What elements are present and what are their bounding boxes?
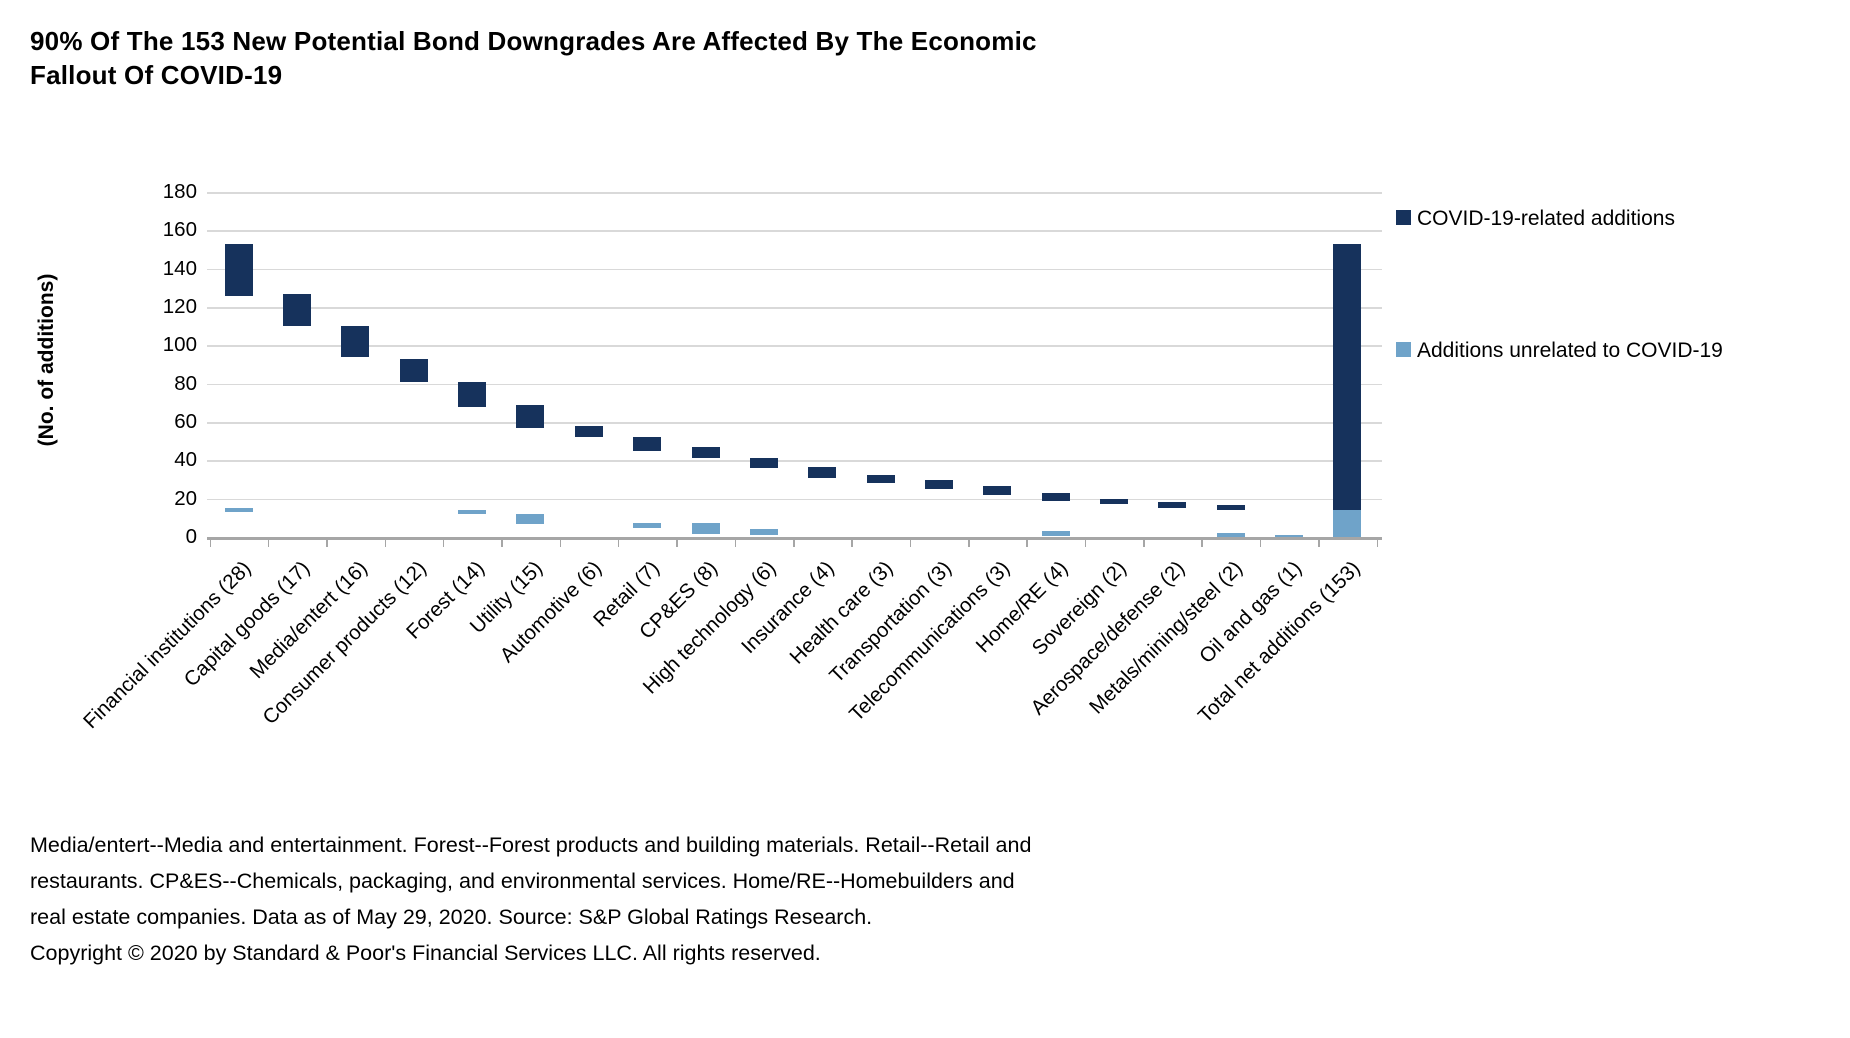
x-axis-category-label: Oil and gas (1) (1194, 556, 1306, 668)
copyright-line: Copyright © 2020 by Standard & Poor's Fi… (30, 941, 821, 965)
bar-covid-segment (691, 446, 720, 459)
x-axis-tickmark (1259, 539, 1262, 547)
bar-covid-segment (458, 381, 487, 407)
x-axis-tickmark (793, 539, 795, 547)
x-axis-tickmark (326, 539, 328, 547)
bar-unrelated-segment (633, 522, 662, 529)
x-axis-tickmark (734, 539, 737, 547)
bar-covid-segment (749, 458, 778, 468)
gridline-y-160 (207, 230, 1382, 232)
gridline-y-40 (207, 460, 1382, 462)
x-axis-tickmark (968, 539, 970, 547)
unrelated-series-swatch-icon (1396, 342, 1411, 357)
gridline-y-80 (207, 383, 1382, 386)
bar-covid-segment (516, 404, 545, 428)
x-axis-tickmark (384, 539, 387, 547)
gridline-y-100 (207, 345, 1382, 347)
x-axis-tickmark (1026, 539, 1028, 547)
bar-covid-segment (1158, 501, 1187, 509)
footnote-line-3: real estate companies. Data as of May 29… (30, 905, 873, 929)
gridline-y-120 (207, 307, 1382, 309)
bar-covid-segment (866, 474, 895, 484)
bar-covid-segment (1099, 498, 1128, 505)
bar-covid-segment (399, 358, 428, 382)
bar-covid-segment (224, 243, 253, 296)
x-axis-tickmark (1084, 539, 1087, 547)
y-axis-tick-label: 100 (162, 333, 197, 357)
y-axis-tick-label: 40 (174, 448, 197, 472)
bar-covid-segment (283, 293, 312, 327)
bar-covid-segment (808, 467, 837, 478)
x-axis-tickmark (559, 539, 562, 547)
x-axis-tickmark (851, 539, 853, 547)
x-axis-tickmark (617, 539, 620, 547)
y-axis-tick-label: 20 (174, 486, 197, 510)
legend-label-covid: COVID-19-related additions (1417, 207, 1675, 230)
bar-unrelated-segment (458, 510, 487, 514)
bar-covid-segment (983, 486, 1012, 495)
y-axis-tick-label: 60 (174, 410, 197, 433)
bar-unrelated-segment (1041, 531, 1070, 537)
legend-item-unrelated: Additions unrelated to COVID-19 (1396, 337, 1741, 364)
bar-covid-segment (1041, 492, 1070, 501)
legend-item-covid: COVID-19-related additions (1396, 205, 1741, 232)
y-axis-tick-label: 0 (185, 525, 197, 548)
bar-unrelated-segment (691, 522, 720, 535)
bar-unrelated-segment (1216, 533, 1245, 537)
legend-label-unrelated: Additions unrelated to COVID-19 (1417, 339, 1723, 362)
footnote-line-1: Media/entert--Media and entertainment. F… (30, 833, 1032, 857)
footnote-line-2: restaurants. CP&ES--Chemicals, packaging… (30, 869, 1015, 893)
x-axis-line (207, 537, 1382, 540)
chart-title-line2: Fallout Of COVID-19 (30, 60, 283, 90)
bar-unrelated-segment (1333, 510, 1362, 537)
x-axis-tickmark (209, 539, 212, 547)
bar-unrelated-segment (1275, 535, 1303, 537)
x-axis-tickmark (1143, 539, 1145, 547)
bar-covid-segment (924, 480, 953, 490)
x-axis-category-label: Health care (3) (785, 556, 898, 669)
chart-title-line1: 90% Of The 153 New Potential Bond Downgr… (30, 26, 1037, 56)
covid-series-swatch-icon (1396, 210, 1411, 225)
gridline-y-140 (207, 268, 1382, 271)
x-axis-tickmark (501, 539, 503, 547)
bar-covid-segment (1333, 243, 1362, 511)
bar-covid-segment (1216, 505, 1245, 511)
y-axis-tick-label: 80 (174, 371, 197, 395)
gridline-y-60 (207, 422, 1382, 424)
x-axis-tickmark (1376, 539, 1379, 547)
x-axis-tickmark (1201, 539, 1203, 547)
bar-covid-segment (574, 425, 603, 438)
bar-covid-segment (341, 326, 370, 357)
x-axis-tickmark (909, 539, 912, 547)
bar-unrelated-segment (749, 529, 778, 536)
x-axis-tickmark (267, 539, 270, 547)
x-axis-tickmark (442, 539, 445, 547)
x-axis-tickmark (676, 539, 678, 547)
x-axis-tickmark (1318, 539, 1320, 547)
y-axis-tick-label: 180 (162, 180, 197, 203)
gridline-y-20 (207, 498, 1382, 501)
x-axis-category-label: Automotive (6) (495, 556, 606, 668)
gridline-y-180 (207, 192, 1382, 194)
bar-unrelated-segment (516, 514, 545, 524)
y-axis-tick-label: 120 (162, 295, 197, 318)
bar-covid-segment (633, 437, 662, 451)
bar-unrelated-segment (224, 508, 253, 513)
y-axis-tick-label: 160 (162, 218, 197, 242)
y-axis-tick-label: 140 (162, 256, 197, 280)
